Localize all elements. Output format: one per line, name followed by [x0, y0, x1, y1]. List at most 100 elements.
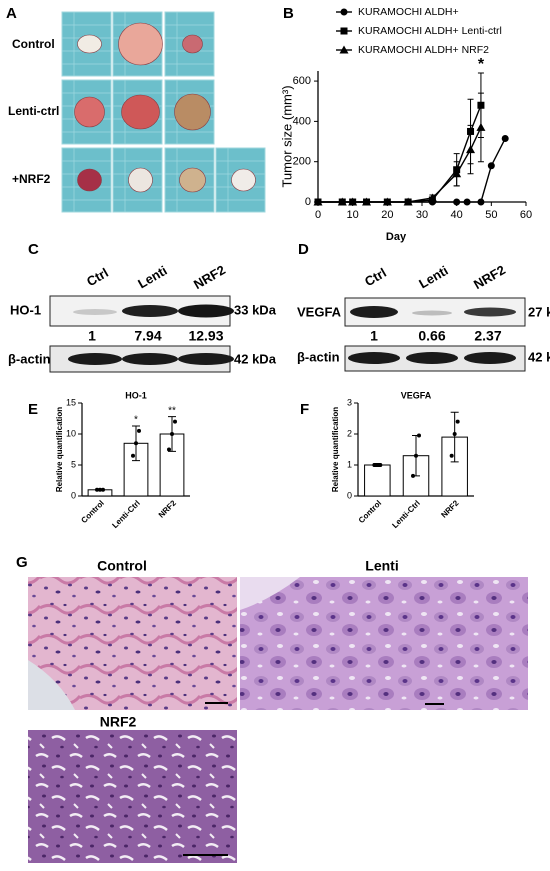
quantification: 12.93	[188, 328, 223, 344]
quantification: 1	[370, 328, 378, 344]
data-point	[131, 453, 135, 458]
band	[122, 353, 178, 365]
panel-label: A	[6, 5, 17, 22]
panel-label: F	[300, 401, 309, 418]
significance: *	[134, 415, 138, 426]
data-point	[455, 419, 460, 424]
band	[178, 304, 234, 318]
legend-label: KURAMOCHI ALDH+ Lenti-ctrl	[358, 25, 502, 37]
x-tick-label: Lenti-Ctrl	[390, 499, 422, 531]
panel-label: E	[28, 401, 38, 418]
tumor	[77, 34, 102, 54]
band	[350, 306, 398, 318]
x-tick-label: NRF2	[157, 498, 179, 520]
y-axis-label: Relative quantification	[55, 407, 64, 492]
y-axis-label: Relative quantification	[331, 407, 340, 492]
y-tick-label: 2	[347, 428, 352, 438]
row-label: +NRF2	[12, 172, 51, 186]
lane-label: Ctrl	[362, 265, 389, 289]
y-tick-label: 15	[66, 397, 76, 407]
band	[348, 352, 400, 364]
marker	[463, 198, 471, 206]
tumor	[174, 93, 211, 131]
panel-label: C	[28, 241, 39, 258]
lane-label: Lenti	[135, 263, 169, 292]
data-point	[378, 463, 383, 467]
marker	[427, 193, 437, 202]
legend-label: KURAMOCHI ALDH+ NRF2	[358, 44, 489, 56]
y-tick-label: 600	[293, 75, 311, 87]
data-point	[375, 463, 380, 467]
histology-image	[28, 730, 237, 863]
lane-label: NRF2	[191, 262, 228, 292]
x-tick-label: 30	[416, 209, 428, 221]
y-tick-label: 10	[66, 428, 76, 438]
data-point	[167, 447, 171, 452]
y-tick-label: 5	[71, 459, 76, 469]
loading-label: β-actin	[297, 349, 340, 364]
data-point	[137, 428, 141, 433]
tumor	[231, 168, 256, 192]
quantification: 2.37	[474, 328, 501, 344]
size-label: 33 kDa	[234, 302, 277, 317]
size-label: 42 kDa	[234, 351, 277, 366]
marker	[337, 197, 347, 206]
image-label: Lenti	[365, 558, 398, 574]
y-tick-label: 0	[305, 196, 311, 208]
tumor-photos	[61, 11, 266, 213]
protein-label: VEGFA	[297, 304, 342, 319]
legend-marker	[340, 8, 348, 16]
band	[406, 352, 458, 364]
data-point	[449, 453, 454, 458]
marker	[382, 197, 392, 206]
marker	[453, 198, 461, 206]
annotation: *	[478, 56, 485, 73]
bar	[364, 464, 391, 497]
tumor	[77, 168, 102, 192]
x-tick-label: 0	[315, 209, 321, 221]
marker	[501, 135, 509, 143]
tumor	[182, 34, 203, 54]
x-axis-label: Day	[386, 231, 407, 243]
chart-title: HO-1	[125, 390, 147, 400]
tumor	[118, 22, 163, 66]
y-tick-label: 0	[71, 490, 76, 500]
x-tick-label: 20	[381, 209, 393, 221]
histology-image	[240, 577, 528, 710]
x-tick-label: Control	[357, 499, 383, 525]
data-point	[372, 463, 377, 467]
series-line	[318, 127, 482, 203]
marker	[403, 197, 413, 206]
y-axis-label: Tumor size (mm³)	[279, 85, 294, 187]
band	[73, 309, 117, 315]
legend-label: KURAMOCHI ALDH+	[358, 6, 459, 18]
x-tick-label: 60	[520, 209, 532, 221]
data-point	[170, 432, 174, 436]
marker	[477, 198, 485, 206]
lane-label: NRF2	[471, 262, 508, 292]
tumor	[179, 167, 206, 193]
protein-label: HO-1	[10, 302, 41, 317]
x-tick-label: Control	[79, 499, 105, 525]
x-tick-label: NRF2	[439, 498, 461, 520]
band	[122, 305, 178, 317]
marker	[313, 197, 323, 206]
size-label: 42 kDa	[528, 349, 550, 364]
marker	[348, 197, 358, 206]
y-tick-label: 400	[293, 115, 311, 127]
marker	[466, 145, 476, 154]
y-tick-label: 1	[347, 459, 352, 469]
tumor	[128, 167, 153, 193]
data-point	[101, 487, 105, 492]
band	[68, 353, 122, 365]
row-label: Control	[12, 37, 55, 51]
marker	[476, 122, 486, 131]
band	[464, 307, 516, 317]
panel-label: G	[16, 554, 28, 571]
data-point	[134, 441, 138, 446]
marker	[452, 169, 462, 178]
y-tick-label: 0	[347, 490, 352, 500]
histology-image	[28, 577, 237, 710]
quantification: 0.66	[418, 328, 445, 344]
